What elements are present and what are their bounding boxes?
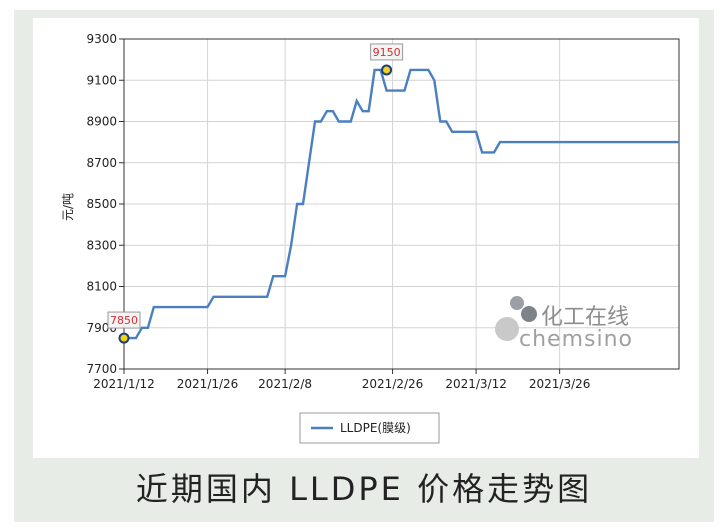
- y-tick-label: 7700: [86, 362, 117, 376]
- data-label: 7850: [110, 314, 138, 327]
- data-label-box: [370, 43, 404, 61]
- watermark-en: chemsino: [519, 327, 633, 352]
- x-axis-ticks: 2021/1/12 2021/1/26 2021/2/8 2021/2/26 2021/…: [93, 369, 590, 391]
- data-point-marker: [381, 64, 393, 76]
- x-tick-label: 2021/3/12: [445, 377, 507, 391]
- watermark-cn: 化工在线: [541, 305, 629, 330]
- y-tick-label: 9300: [86, 32, 117, 46]
- y-axis-label: 元/吨: [61, 193, 75, 221]
- x-tick-label: 2021/1/26: [177, 377, 239, 391]
- y-tick-label: 8700: [86, 156, 117, 170]
- x-tick-label: 2021/2/26: [362, 377, 424, 391]
- y-tick-label: 8900: [86, 115, 117, 129]
- y-tick-label: 8500: [86, 197, 117, 211]
- watermark-logo-circle-small: [510, 296, 524, 310]
- y-tick-label: 8100: [86, 280, 117, 294]
- watermark: 化工在线 chemsino: [495, 296, 633, 352]
- x-tick-label: 2021/1/12: [93, 377, 155, 391]
- x-tick-label: 2021/3/26: [529, 377, 591, 391]
- legend: LLDPE(膜级): [299, 412, 440, 444]
- y-tick-label: 8300: [86, 238, 117, 252]
- legend-label: LLDPE(膜级): [340, 421, 411, 435]
- data-point-marker: [118, 332, 130, 344]
- chart-panel: 7700 7900 8100 8300 8500 8700 8900 9100 9300 202…: [33, 18, 699, 458]
- series-line-lldpe: [124, 68, 679, 340]
- data-label-box: [107, 311, 141, 329]
- watermark-logo-circle-large: [495, 317, 519, 341]
- watermark-logo-circle-mid: [521, 306, 537, 322]
- y-tick-label: 9100: [86, 73, 117, 87]
- figure-caption: 近期国内 LLDPE 价格走势图: [135, 470, 593, 508]
- data-label: 9150: [373, 46, 401, 59]
- x-tick-label: 2021/2/8: [258, 377, 312, 391]
- annotations: 7850 9150: [107, 43, 404, 344]
